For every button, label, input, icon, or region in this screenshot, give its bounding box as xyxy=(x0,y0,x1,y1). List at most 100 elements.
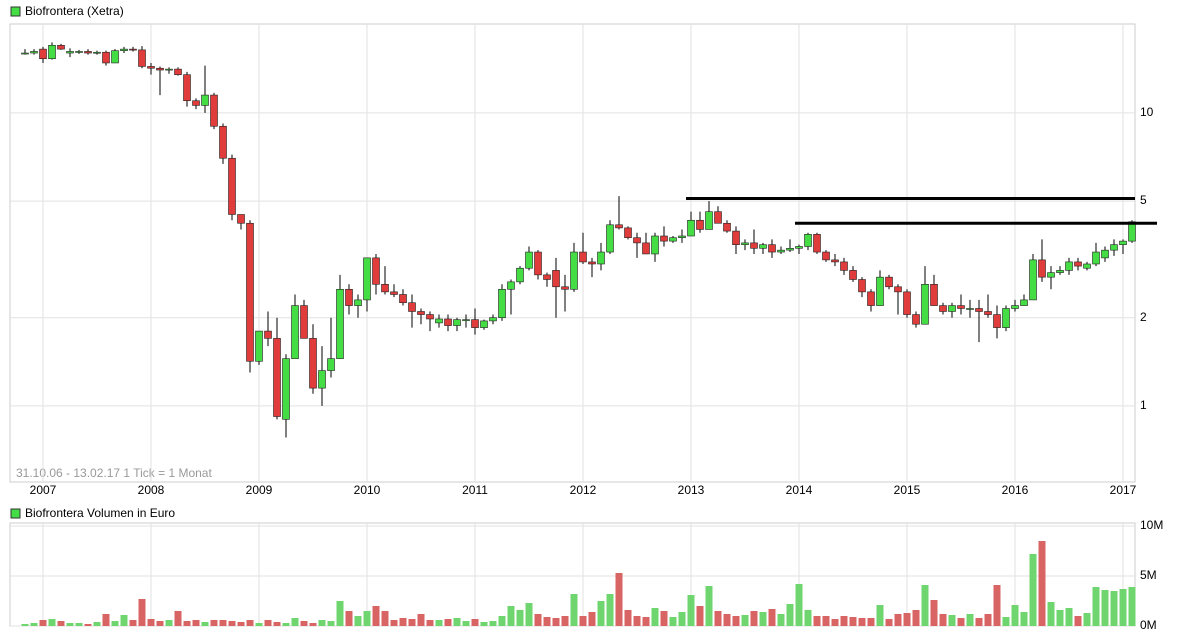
volume-bar xyxy=(147,619,155,626)
volume-bar xyxy=(327,621,335,626)
volume-bar xyxy=(111,621,119,626)
x-tick-label: 2012 xyxy=(570,483,597,497)
volume-bar xyxy=(903,613,911,626)
volume-bar xyxy=(219,620,227,626)
volume-bar xyxy=(606,594,614,626)
candle-body xyxy=(705,211,713,230)
candle-body xyxy=(381,284,389,293)
volume-bar xyxy=(750,611,758,626)
volume-bar xyxy=(183,621,191,626)
candle-body xyxy=(696,219,704,230)
volume-bar xyxy=(930,600,938,626)
candle-body xyxy=(84,51,92,54)
candle-body xyxy=(480,320,488,328)
volume-bar xyxy=(1083,613,1091,626)
candle-body xyxy=(1011,305,1019,309)
candle-body xyxy=(543,274,551,280)
candle-body xyxy=(669,237,677,242)
volume-bar xyxy=(939,614,947,626)
candle-body xyxy=(1038,259,1046,278)
candle-body xyxy=(1074,261,1082,267)
x-tick-label: 2017 xyxy=(1110,483,1137,497)
volume-bar xyxy=(309,623,317,626)
volume-bar xyxy=(1065,608,1073,626)
volume-bar xyxy=(831,619,839,626)
candle-body xyxy=(489,317,497,322)
volume-bar xyxy=(1020,612,1028,626)
y-tick-label: 10M xyxy=(1140,518,1163,532)
candle-body xyxy=(1128,221,1136,242)
x-tick-label: 2011 xyxy=(462,483,488,497)
candle-body xyxy=(1056,270,1064,273)
candle-body xyxy=(282,358,290,420)
volume-bar xyxy=(912,610,920,626)
candle-body xyxy=(552,270,560,288)
volume-bar xyxy=(948,615,956,626)
volume-bar xyxy=(318,620,326,626)
candle-body xyxy=(1101,249,1109,259)
volume-bar xyxy=(1128,587,1136,626)
volume-bar xyxy=(993,585,1001,626)
candle-body xyxy=(408,302,416,312)
legend-swatch xyxy=(10,6,21,17)
volume-bar xyxy=(768,609,776,626)
volume-bar xyxy=(192,620,200,626)
candle-body xyxy=(66,51,74,54)
volume-bar xyxy=(21,624,29,626)
candle-body xyxy=(1065,261,1073,271)
candle-body xyxy=(1110,244,1118,251)
volume-bar xyxy=(1047,602,1055,626)
candle-body xyxy=(813,234,821,253)
candle-body xyxy=(876,276,884,306)
candle-body xyxy=(561,286,569,290)
legend-label: Biofrontera (Xetra) xyxy=(25,4,124,18)
candle-body xyxy=(318,370,326,389)
candle-body xyxy=(525,251,533,269)
candle-body xyxy=(345,288,353,306)
volume-bar xyxy=(732,616,740,626)
candle-body xyxy=(354,299,362,306)
volume-bar xyxy=(264,620,272,626)
volume-bar xyxy=(1029,554,1037,626)
volume-bar xyxy=(372,606,380,626)
candle-body xyxy=(759,244,767,249)
volume-bar xyxy=(381,611,389,626)
candle-body xyxy=(165,68,173,71)
candle-body xyxy=(93,51,101,54)
volume-bar xyxy=(498,616,506,626)
candle-body xyxy=(390,291,398,295)
volume-bar xyxy=(462,621,470,626)
candle-body xyxy=(1047,272,1055,278)
candle-body xyxy=(687,219,695,237)
volume-bar xyxy=(66,623,74,626)
candle-body xyxy=(102,51,110,64)
volume-bar xyxy=(93,622,101,626)
candle-body xyxy=(30,51,38,54)
volume-bar xyxy=(1056,610,1064,626)
candle-body xyxy=(660,235,668,242)
volume-bar xyxy=(336,601,344,626)
candle-body xyxy=(624,227,632,238)
x-tick-label: 2014 xyxy=(786,483,813,497)
volume-bar xyxy=(615,573,623,626)
volume-bar xyxy=(921,585,929,626)
volume-bar xyxy=(876,605,884,626)
candle-body xyxy=(984,311,992,315)
candle-body xyxy=(471,319,479,328)
candle-body xyxy=(111,50,119,64)
volume-bar xyxy=(1038,541,1046,626)
candle-body xyxy=(462,319,470,321)
candle-body xyxy=(435,318,443,324)
candle-body xyxy=(399,294,407,304)
volume-bar xyxy=(804,610,812,626)
volume-bar xyxy=(957,618,965,626)
candle-body xyxy=(633,237,641,244)
volume-bar xyxy=(975,618,983,626)
candle-body xyxy=(750,242,758,249)
volume-bar xyxy=(165,620,173,626)
x-tick-label: 2010 xyxy=(354,483,381,497)
y-tick-label: 5M xyxy=(1140,568,1157,582)
volume-bar xyxy=(75,623,83,626)
